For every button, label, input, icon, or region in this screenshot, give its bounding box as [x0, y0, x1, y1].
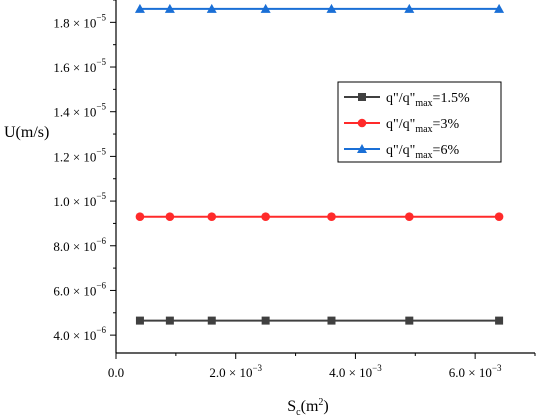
data-point — [165, 316, 174, 325]
data-point — [207, 316, 216, 325]
data-point — [494, 212, 504, 222]
legend-label-main: q"/q" — [386, 143, 415, 158]
y-tick-exponent: −5 — [96, 12, 106, 22]
data-point — [326, 3, 337, 13]
series-2 — [135, 212, 504, 222]
x-tick-mantissa: 6.0 × 10 — [449, 365, 492, 380]
plot-axes — [115, 0, 535, 354]
data-point — [135, 212, 145, 222]
legend-label-value: =1.5% — [433, 91, 470, 106]
y-tick-exponent: −5 — [96, 146, 106, 156]
y-tick-label: 1.4 × 10−5 — [53, 102, 106, 120]
y-tick-exponent: −5 — [96, 57, 106, 67]
y-tick-label: 1.2 × 10−5 — [53, 146, 106, 164]
x-tick-label: 2.0 × 10−3 — [209, 363, 262, 380]
x-tick-exponent: −3 — [252, 363, 262, 373]
data-point — [134, 3, 145, 13]
legend: q"/q"max=1.5%q"/q"max=3%q"/q"max=6% — [337, 81, 502, 163]
x-tick-mantissa: 2.0 × 10 — [209, 365, 252, 380]
y-tick-label: 4.0 × 10−6 — [53, 325, 106, 343]
x-axis-label-unit: (m — [301, 398, 319, 415]
x-tick-exponent: −3 — [492, 363, 502, 373]
x-axis-ticks: 0.0 2.0 × 10−3 4.0 × 10−3 6.0 × 10−3 — [108, 353, 536, 380]
x-tick-exponent: −3 — [372, 363, 382, 373]
y-tick-label: 8.0 × 10−6 — [53, 236, 106, 254]
series-layer — [134, 3, 505, 325]
y-tick-exponent: −5 — [96, 102, 106, 112]
y-tick-mantissa: 1.2 × 10 — [53, 149, 96, 164]
x-axis-label-unit-close: ) — [323, 398, 328, 415]
y-tick-mantissa: 1.8 × 10 — [53, 15, 96, 30]
legend-item: q"/q"max=3% — [344, 117, 459, 135]
x-tick-mantissa: 0.0 — [108, 365, 124, 380]
data-point — [405, 316, 414, 325]
legend-label-value: =6% — [433, 143, 460, 158]
data-point — [261, 316, 270, 325]
y-tick-label: 1.0 × 10−5 — [53, 191, 106, 209]
data-point — [260, 3, 271, 13]
y-tick-mantissa: 6.0 × 10 — [53, 283, 96, 298]
y-tick-mantissa: 4.0 × 10 — [53, 328, 96, 343]
data-point — [405, 212, 414, 222]
x-tick-label: 0.0 — [108, 365, 124, 380]
legend-label-main: q"/q" — [386, 117, 415, 132]
legend-label-sub: max — [415, 150, 432, 161]
x-tick-label: 4.0 × 10−3 — [329, 363, 382, 380]
series-3 — [134, 3, 505, 13]
data-point — [404, 3, 415, 13]
data-point — [135, 316, 144, 325]
x-axis-label-unit-sup: 2 — [318, 397, 323, 408]
y-tick-mantissa: 1.0 × 10 — [53, 194, 96, 209]
legend-label-sub: max — [415, 98, 432, 109]
legend-label: q"/q"max=1.5% — [386, 91, 470, 109]
x-axis-label-main: S — [287, 398, 296, 415]
y-tick-mantissa: 1.6 × 10 — [53, 60, 96, 75]
data-point — [261, 212, 270, 222]
legend-marker — [357, 144, 367, 153]
legend-item: q"/q"max=6% — [344, 143, 459, 161]
y-tick-exponent: −6 — [96, 325, 106, 335]
y-tick-label: 1.6 × 10−5 — [53, 57, 106, 75]
legend-label: q"/q"max=3% — [386, 117, 459, 135]
y-tick-mantissa: 1.4 × 10 — [53, 105, 96, 120]
data-point — [495, 316, 504, 325]
data-point — [207, 212, 217, 222]
x-axis-label: Sc(m2) — [287, 397, 328, 418]
x-axis-label-sub: c — [296, 407, 301, 418]
y-axis-label: U(m/s) — [4, 124, 49, 141]
data-point — [164, 3, 175, 13]
legend-label-main: q"/q" — [386, 91, 415, 106]
legend-marker — [357, 118, 367, 128]
y-tick-exponent: −5 — [96, 191, 106, 201]
x-tick-mantissa: 4.0 × 10 — [329, 365, 372, 380]
data-point — [327, 316, 336, 325]
y-tick-mantissa: 8.0 × 10 — [53, 239, 96, 254]
legend-item: q"/q"max=1.5% — [344, 91, 470, 109]
data-point — [494, 3, 505, 13]
y-tick-exponent: −6 — [96, 236, 106, 246]
y-tick-label: 1.8 × 10−5 — [53, 12, 106, 30]
y-axis-ticks: 4.0 × 10−66.0 × 10−68.0 × 10−61.0 × 10−5… — [53, 0, 116, 343]
y-tick-exponent: −6 — [96, 280, 106, 290]
data-point — [165, 212, 175, 222]
legend-label: q"/q"max=6% — [386, 143, 459, 161]
legend-label-sub: max — [415, 124, 432, 135]
y-tick-label: 6.0 × 10−6 — [53, 280, 106, 298]
legend-label-value: =3% — [433, 117, 460, 132]
data-point — [327, 212, 336, 222]
data-point — [206, 3, 217, 13]
x-tick-label: 6.0 × 10−3 — [449, 363, 502, 380]
legend-marker — [358, 93, 366, 101]
series-1 — [135, 316, 504, 325]
